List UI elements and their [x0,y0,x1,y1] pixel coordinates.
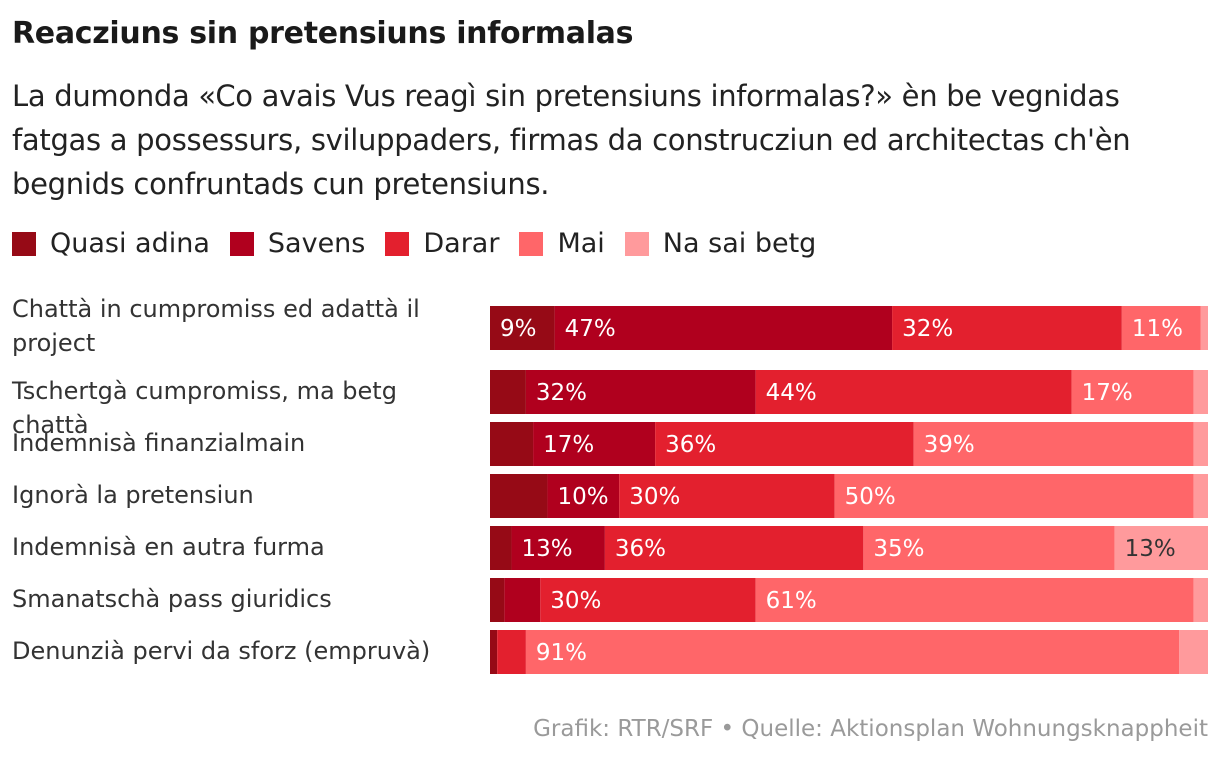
legend-label: Mai [557,228,605,259]
legend-swatch [229,231,254,256]
bar-segment-row2-series0 [490,422,534,466]
data-label-row0-series2: 32% [902,316,953,342]
bar-segment-row4-series3 [863,526,1115,570]
bar-segment-row4-series2 [604,526,864,570]
chart-title: Reacziuns sin pretensiuns informalas [12,16,634,51]
bar-segment-row3-series0 [490,474,548,518]
bar-segment-row1-series3 [1071,370,1194,414]
data-label-row4-series4: 13% [1125,536,1176,562]
source-footer: Grafik: RTR/SRF • Quelle: Aktionsplan Wo… [533,716,1208,742]
legend-item-savens: Savens [229,228,366,259]
row-label-compromise-sought: Tschertgà cumpromiss, ma betg chattà [12,377,397,439]
row-label-compromise-adapted: Chattà in cumpromiss ed adattà il projec… [12,295,420,357]
row-label-legal-threat: Smanatschà pass giuridics [12,585,332,613]
legend-label: Quasi adina [50,228,210,259]
data-label-row0-series3: 11% [1132,316,1183,342]
data-label-row4-series2: 36% [615,536,666,562]
data-label-row6-series3: 91% [536,640,587,666]
data-label-row4-series1: 13% [522,536,573,562]
bar-segment-row4-series4 [1114,526,1208,570]
bar-segment-row2-series1 [533,422,656,466]
legend-item-darar: Darar [385,228,499,259]
data-label-row2-series3: 39% [924,432,975,458]
data-label-row3-series1: 10% [557,484,608,510]
bar-segment-row1-series1 [525,370,756,414]
bar-segment-row3-series4 [1193,474,1208,518]
data-label-row0-series0: 9% [500,316,537,342]
bar-segment-row3-series2 [619,474,835,518]
bar-segment-row0-series1 [554,306,893,350]
data-label-row4-series3: 35% [873,536,924,562]
legend-swatch [519,231,544,256]
data-label-row3-series3: 50% [845,484,896,510]
bar-segment-row5-series4 [1193,578,1208,622]
legend-item-quasi-adina: Quasi adina [12,228,210,259]
bar-segment-row0-series4 [1200,306,1208,350]
data-label-row1-series2: 44% [766,380,817,406]
data-label-row5-series3: 61% [766,588,817,614]
bar-segment-row5-series0 [490,578,505,622]
legend-swatch [624,231,649,256]
bar-segment-row1-series2 [755,370,1072,414]
bar-segment-row5-series2 [540,578,756,622]
bar-segment-row1-series0 [490,370,526,414]
bar-segment-row6-series0 [490,630,498,674]
data-label-row5-series2: 30% [550,588,601,614]
row-label-coercion-report: Denunzià pervi da sforz (empruvà) [12,637,431,665]
bar-segment-row2-series3 [913,422,1194,466]
data-label-row1-series1: 32% [536,380,587,406]
chart-subtitle: La dumonda «Co avais Vus reagì sin prete… [12,79,1131,201]
row-label-financial-compensation: Indemnisà finanzialmain [12,429,306,457]
data-label-row1-series3: 17% [1082,380,1133,406]
bar-segment-row6-series2 [497,630,526,674]
bar-segment-row1-series4 [1193,370,1208,414]
bar-segment-row3-series3 [834,474,1194,518]
bar-segment-row5-series1 [504,578,541,622]
data-label-row2-series2: 36% [665,432,716,458]
bar-segment-row4-series0 [490,526,512,570]
bar-segment-row0-series3 [1121,306,1201,350]
data-label-row0-series1: 47% [565,316,616,342]
legend-label: Savens [267,228,366,259]
bar-segment-row5-series3 [755,578,1194,622]
bar-segment-row0-series2 [892,306,1122,350]
bar-segment-row4-series1 [511,526,605,570]
row-label-other-compensation: Indemnisà en autra furma [12,533,325,561]
legend-item-mai: Mai [519,228,605,259]
row-label-ignored: Ignorà la pretensiun [12,481,254,509]
bar-segment-row3-series1 [547,474,620,518]
bar-segment-row2-series4 [1193,422,1208,466]
data-label-row2-series1: 17% [543,432,594,458]
bar-segment-row6-series3 [525,630,1180,674]
legend-swatch [12,231,36,256]
legend-swatch [385,231,410,256]
data-label-row3-series2: 30% [629,484,680,510]
bar-segment-row0-series0 [490,306,555,350]
bar-segment-row2-series2 [655,422,914,466]
legend-label: Darar [423,228,500,259]
legend-item-na-sai-betg: Na sai betg [624,228,817,259]
bar-segment-row6-series4 [1179,630,1208,674]
legend: Quasi adina Savens Darar Mai Na sai betg [12,228,836,259]
legend-label: Na sai betg [662,228,817,259]
